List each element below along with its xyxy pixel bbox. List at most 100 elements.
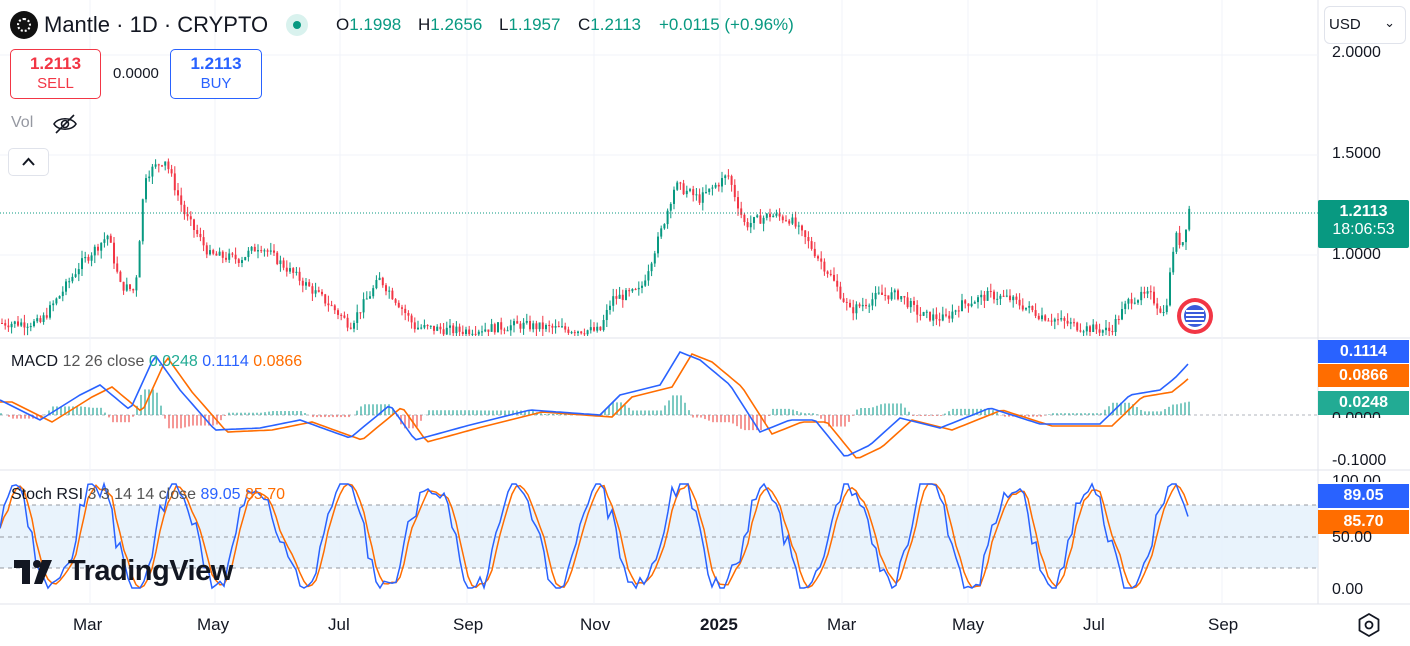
macd-axis-tick: 0.0000 bbox=[1332, 410, 1381, 418]
macd-histogram-bar bbox=[540, 413, 542, 415]
macd-histogram-bar bbox=[612, 402, 614, 415]
eye-hidden-icon[interactable] bbox=[52, 112, 78, 136]
candle-body bbox=[615, 296, 618, 299]
candle-body bbox=[1114, 319, 1117, 333]
candle-body bbox=[1076, 322, 1079, 331]
candle-body bbox=[4, 323, 7, 326]
macd-histogram-bar bbox=[168, 415, 170, 429]
time-axis-label: Jul bbox=[1083, 615, 1105, 634]
candle-body bbox=[500, 322, 503, 330]
candle-body bbox=[29, 326, 32, 328]
candle-body bbox=[349, 327, 352, 329]
candle-body bbox=[465, 329, 467, 335]
candle-body bbox=[650, 263, 653, 272]
macd-histogram-bar bbox=[128, 415, 130, 423]
candle-body bbox=[1037, 315, 1040, 320]
macd-histogram-bar bbox=[344, 415, 346, 418]
candle-body bbox=[561, 326, 563, 328]
macd-histogram-bar bbox=[52, 406, 54, 415]
gear-icon[interactable] bbox=[1356, 612, 1382, 638]
macd-histogram-bar bbox=[1024, 415, 1026, 417]
macd-histogram-bar bbox=[856, 409, 858, 415]
candle-body bbox=[97, 246, 99, 251]
symbol-title[interactable]: Mantle · 1D · CRYPTO bbox=[44, 12, 269, 37]
candle-body bbox=[849, 302, 851, 308]
candle-body bbox=[685, 190, 688, 195]
volume-label[interactable]: Vol bbox=[11, 114, 34, 131]
candle-body bbox=[669, 203, 672, 211]
macd-histogram-bar bbox=[472, 410, 474, 415]
candle-body bbox=[340, 314, 343, 316]
macd-histogram-bar bbox=[948, 411, 950, 415]
candle-body bbox=[516, 321, 519, 324]
candle-body bbox=[977, 297, 979, 303]
macd-histogram-bar bbox=[336, 415, 338, 418]
candle-body bbox=[1009, 295, 1011, 301]
stoch-d-line bbox=[0, 482, 1189, 589]
sell-button[interactable]: 1.2113 SELL bbox=[10, 49, 101, 99]
candle-body bbox=[1165, 305, 1168, 313]
candle-body bbox=[951, 311, 954, 319]
macd-histogram-bar bbox=[212, 415, 214, 426]
candle-body bbox=[151, 166, 154, 177]
macd-histogram-bar bbox=[248, 412, 250, 415]
macd-histogram-bar bbox=[116, 415, 118, 423]
macd-line-value: 0.1114 bbox=[202, 353, 249, 370]
candle-body bbox=[461, 331, 464, 335]
macd-histogram-bar bbox=[108, 415, 110, 418]
macd-histogram-bar bbox=[360, 406, 362, 415]
market-status-icon[interactable] bbox=[286, 14, 308, 36]
macd-histogram-bar bbox=[1108, 406, 1110, 415]
macd-histogram-bar bbox=[752, 415, 754, 431]
candle-body bbox=[532, 323, 535, 330]
macd-histogram-bar bbox=[840, 415, 842, 427]
macd-histogram-bar bbox=[564, 413, 566, 415]
macd-histogram-bar bbox=[332, 415, 334, 418]
candle-body bbox=[861, 304, 864, 307]
candle-body bbox=[314, 290, 317, 294]
candle-body bbox=[65, 281, 67, 292]
macd-histogram-bar bbox=[912, 415, 914, 416]
macd-histogram-bar bbox=[1144, 411, 1146, 415]
macd-histogram-bar bbox=[528, 410, 530, 415]
candle-body bbox=[941, 314, 944, 321]
macd-histogram-bar bbox=[260, 412, 262, 415]
macd-histogram-bar bbox=[476, 410, 478, 415]
candle-body bbox=[183, 204, 186, 215]
macd-histogram-bar bbox=[604, 410, 606, 415]
candle-body bbox=[109, 235, 112, 243]
candle-body bbox=[756, 215, 759, 218]
collapse-button[interactable] bbox=[8, 148, 49, 176]
buy-button[interactable]: 1.2113 BUY bbox=[170, 49, 262, 99]
candle-body bbox=[353, 322, 355, 329]
candle-body bbox=[209, 250, 211, 255]
candle-body bbox=[231, 253, 234, 255]
stoch-legend[interactable]: Stoch RSI 3 3 14 14 close 89.05 85.70 bbox=[11, 486, 285, 504]
macd-histogram-bar bbox=[1040, 415, 1042, 417]
candle-body bbox=[509, 325, 512, 331]
tradingview-logo[interactable]: TradingView bbox=[14, 555, 254, 593]
candle-body bbox=[938, 319, 941, 321]
candle-body bbox=[749, 222, 752, 228]
candle-body bbox=[93, 246, 96, 256]
candle-body bbox=[260, 250, 263, 252]
candle-body bbox=[580, 331, 583, 334]
macd-signal-line bbox=[0, 353, 1189, 459]
macd-histogram-bar bbox=[788, 408, 790, 415]
macd-histogram-bar bbox=[936, 415, 938, 416]
macd-histogram-bar bbox=[892, 403, 894, 415]
macd-legend[interactable]: MACD 12 26 close 0.0248 0.1114 0.0866 bbox=[11, 353, 302, 371]
macd-histogram-bar bbox=[452, 410, 454, 415]
macd-histogram-bar bbox=[1096, 413, 1098, 415]
macd-histogram-bar bbox=[1032, 415, 1034, 417]
macd-histogram-bar bbox=[36, 415, 38, 419]
candle-body bbox=[1015, 296, 1018, 300]
macd-histogram-bar bbox=[824, 415, 826, 424]
macd-histogram-bar bbox=[16, 415, 18, 419]
candle-body bbox=[263, 250, 266, 252]
tradingview-logo-icon bbox=[14, 560, 52, 584]
currency-select[interactable]: USD ⌄ bbox=[1324, 6, 1406, 44]
stoch-k-label: 89.05 bbox=[1318, 484, 1409, 508]
macd-histogram-bar bbox=[908, 411, 910, 415]
